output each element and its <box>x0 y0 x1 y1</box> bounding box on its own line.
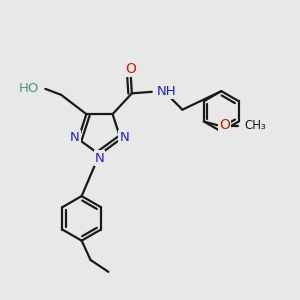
Text: O: O <box>125 62 136 76</box>
Text: N: N <box>119 131 129 144</box>
Text: CH₃: CH₃ <box>244 119 266 132</box>
Text: NH: NH <box>157 85 177 98</box>
Text: N: N <box>94 152 104 164</box>
Text: HO: HO <box>18 82 39 95</box>
Text: N: N <box>70 131 80 144</box>
Text: O: O <box>219 118 230 132</box>
